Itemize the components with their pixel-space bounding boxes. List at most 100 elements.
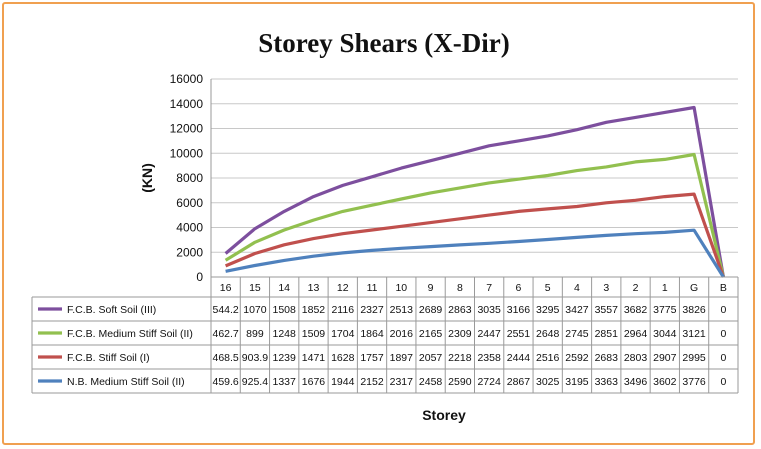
data-label: 903.9 bbox=[242, 352, 268, 364]
series-line-2 bbox=[224, 152, 725, 278]
data-label: 2724 bbox=[477, 376, 501, 388]
x-tick-label: 7 bbox=[486, 282, 492, 294]
data-label: 2516 bbox=[536, 352, 560, 364]
data-label: 3826 bbox=[682, 304, 706, 316]
y-tick-label: 0 bbox=[196, 270, 203, 284]
data-label: 2444 bbox=[507, 352, 531, 364]
data-label: 3363 bbox=[595, 376, 619, 388]
data-label: 3496 bbox=[624, 376, 648, 388]
series-lines bbox=[224, 105, 725, 278]
data-label: 3775 bbox=[653, 304, 677, 316]
data-label: 2803 bbox=[624, 352, 648, 364]
data-label: 3776 bbox=[682, 376, 706, 388]
data-label: 1337 bbox=[273, 376, 297, 388]
y-tick-label: 14000 bbox=[170, 97, 204, 111]
data-label: 1239 bbox=[273, 352, 297, 364]
data-label: 2309 bbox=[448, 328, 472, 340]
data-label: 2863 bbox=[448, 304, 472, 316]
x-axis-title: Storey bbox=[422, 407, 466, 423]
data-label: 0 bbox=[720, 304, 726, 316]
data-label: 0 bbox=[720, 376, 726, 388]
x-tick-label: 8 bbox=[457, 282, 463, 294]
data-label: 3025 bbox=[536, 376, 560, 388]
data-label: 3195 bbox=[565, 376, 589, 388]
data-label: 1852 bbox=[302, 304, 326, 316]
data-label: 1864 bbox=[360, 328, 384, 340]
x-tick-label: 3 bbox=[603, 282, 609, 294]
data-label: 2867 bbox=[507, 376, 531, 388]
legend-label-4: N.B. Medium Stiff Soil (II) bbox=[67, 376, 185, 388]
data-label: 3427 bbox=[565, 304, 589, 316]
data-label: 2116 bbox=[331, 304, 354, 316]
data-label: 2590 bbox=[448, 376, 472, 388]
data-label: 3121 bbox=[682, 328, 706, 340]
y-axis-title: (KN) bbox=[139, 163, 155, 193]
data-label: 1509 bbox=[302, 328, 326, 340]
data-label: 3557 bbox=[595, 304, 619, 316]
data-label: 2551 bbox=[507, 328, 531, 340]
data-label: 459.6 bbox=[212, 376, 238, 388]
data-label: 0 bbox=[720, 328, 726, 340]
x-tick-label: G bbox=[690, 282, 698, 294]
data-label: 2458 bbox=[419, 376, 443, 388]
data-label: 2964 bbox=[624, 328, 648, 340]
y-tick-label: 6000 bbox=[176, 196, 203, 210]
series-line-3 bbox=[224, 192, 725, 278]
y-tick-label: 16000 bbox=[170, 72, 204, 86]
x-tick-label: 13 bbox=[308, 282, 320, 294]
data-label: 1070 bbox=[243, 304, 267, 316]
x-tick-label: 16 bbox=[220, 282, 232, 294]
data-label: 2327 bbox=[360, 304, 384, 316]
x-tick-label: 11 bbox=[367, 282, 378, 294]
x-tick-label: 14 bbox=[278, 282, 290, 294]
data-label: 0 bbox=[720, 352, 726, 364]
data-label: 3035 bbox=[477, 304, 501, 316]
chart: Storey Shears (X-Dir) 020004000600080001… bbox=[31, 28, 739, 423]
data-label: 2152 bbox=[360, 376, 384, 388]
data-label: 3295 bbox=[536, 304, 560, 316]
data-label: 925.4 bbox=[242, 376, 268, 388]
data-label: 1508 bbox=[273, 304, 297, 316]
data-label: 2358 bbox=[477, 352, 501, 364]
legend-label-1: F.C.B. Soft Soil (III) bbox=[67, 304, 156, 316]
data-label: 2057 bbox=[419, 352, 443, 364]
data-label: 1897 bbox=[390, 352, 414, 364]
data-label: 3602 bbox=[653, 376, 677, 388]
x-tick-label: 1 bbox=[662, 282, 668, 294]
x-tick-label: 6 bbox=[515, 282, 521, 294]
data-label: 1628 bbox=[331, 352, 355, 364]
data-label: 1248 bbox=[273, 328, 297, 340]
chart-title: Storey Shears (X-Dir) bbox=[258, 28, 509, 58]
data-label: 1471 bbox=[302, 352, 326, 364]
data-label: 2995 bbox=[682, 352, 706, 364]
x-tick-label: 9 bbox=[428, 282, 434, 294]
data-label: 899 bbox=[246, 328, 264, 340]
data-label: 462.7 bbox=[212, 328, 238, 340]
x-tick-label: 12 bbox=[337, 282, 349, 294]
data-label: 2745 bbox=[565, 328, 589, 340]
x-tick-label: B bbox=[720, 282, 727, 294]
series-line-1 bbox=[224, 105, 725, 278]
x-tick-label: 5 bbox=[545, 282, 551, 294]
x-tick-label: 2 bbox=[633, 282, 639, 294]
y-tick-label: 4000 bbox=[176, 221, 203, 235]
data-label: 2218 bbox=[448, 352, 472, 364]
legend-label-2: F.C.B. Medium Stiff Soil (II) bbox=[67, 328, 193, 340]
data-label: 1704 bbox=[331, 328, 355, 340]
data-label: 544.2 bbox=[212, 304, 238, 316]
data-label: 3166 bbox=[507, 304, 531, 316]
data-label: 2907 bbox=[653, 352, 677, 364]
data-label: 2016 bbox=[390, 328, 414, 340]
data-label: 2513 bbox=[390, 304, 414, 316]
data-label: 3682 bbox=[624, 304, 648, 316]
series-line-4 bbox=[225, 228, 725, 278]
data-label: 468.5 bbox=[212, 352, 238, 364]
data-label: 2317 bbox=[390, 376, 414, 388]
y-tick-label: 12000 bbox=[170, 122, 204, 136]
data-table: 16 15 14 13 12 11 10 9 8 7 6 5 4 3 2 1 G B F.C.B. Soft Soi… bbox=[31, 276, 739, 394]
data-label: 2165 bbox=[419, 328, 443, 340]
data-label: 2592 bbox=[565, 352, 589, 364]
gridlines bbox=[210, 78, 738, 278]
x-tick-label: 4 bbox=[574, 282, 580, 294]
legend-label-3: F.C.B. Stiff Soil (I) bbox=[67, 352, 150, 364]
